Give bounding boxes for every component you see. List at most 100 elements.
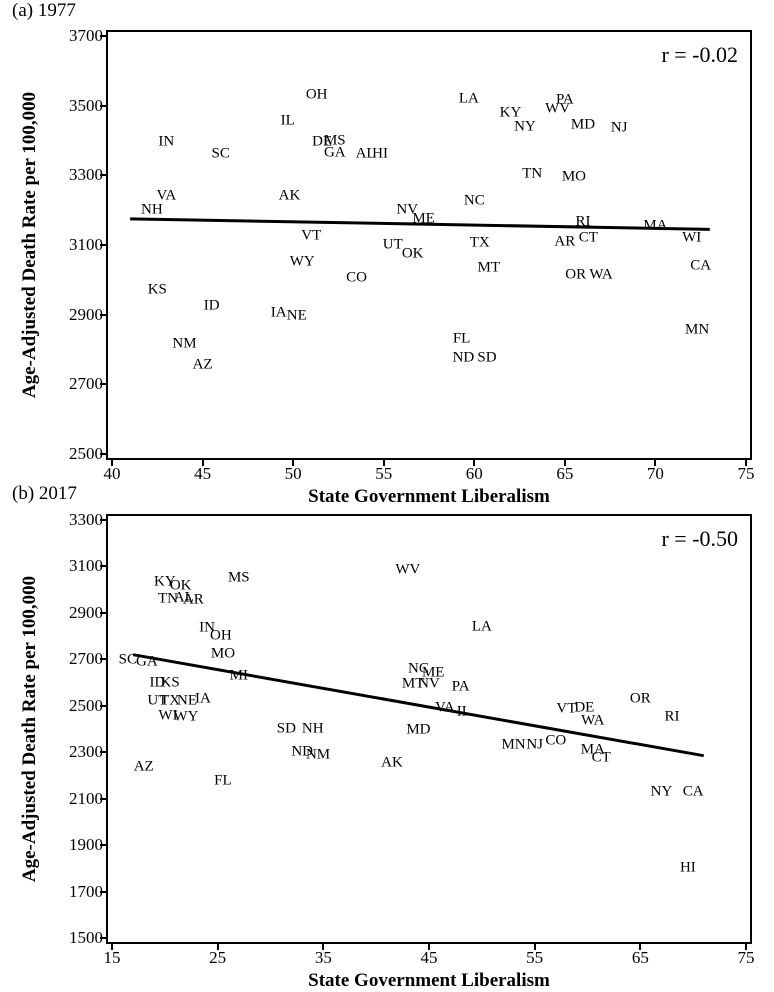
state-label-nv: NV <box>418 675 440 692</box>
state-label-ms: MS <box>228 570 250 587</box>
y-tick-label: 3700 <box>48 26 103 46</box>
x-tick-label: 45 <box>409 948 449 968</box>
y-tick-mark <box>100 314 108 316</box>
state-label-wa: WA <box>589 266 612 283</box>
state-label-wy: WY <box>290 254 315 271</box>
state-label-ak: AK <box>279 188 301 205</box>
state-label-nj: NJ <box>611 120 628 137</box>
x-tick-label: 65 <box>620 948 660 968</box>
state-label-pa: PA <box>556 92 574 109</box>
state-label-tn: TN <box>522 165 542 182</box>
state-label-az: AZ <box>193 357 213 374</box>
state-label-wa: WA <box>581 712 604 729</box>
chart-2017: Age-Adjusted Death Rate per 100,000 Stat… <box>106 514 752 944</box>
state-label-la: LA <box>472 618 492 635</box>
state-label-oh: OH <box>210 628 232 645</box>
y-tick-label: 1900 <box>48 835 103 855</box>
state-label-mo: MO <box>211 645 235 662</box>
x-tick-mark <box>473 458 475 466</box>
state-label-mn: MN <box>501 737 525 754</box>
state-label-hi: HI <box>372 146 388 163</box>
y-tick-mark <box>100 383 108 385</box>
state-label-mt: MT <box>478 259 501 276</box>
x-tick-mark <box>202 458 204 466</box>
state-label-ar: AR <box>183 592 204 609</box>
state-label-nc: NC <box>464 193 485 210</box>
chart-b-plot-area: SCGAAZKYOKTNALARIDKSUTTXNEIAWIWYINOHMOMS… <box>112 520 746 938</box>
state-label-sc: SC <box>119 652 137 669</box>
panel-b-title: (b) 2017 <box>12 483 77 505</box>
trend-line-1977 <box>112 36 746 454</box>
state-label-va: VA <box>156 188 176 205</box>
state-label-ak: AK <box>381 754 403 771</box>
x-tick-label: 15 <box>92 948 132 968</box>
chart-b-x-axis-label: State Government Liberalism <box>308 970 550 992</box>
x-tick-label: 35 <box>303 948 343 968</box>
x-tick-mark <box>639 942 641 950</box>
state-label-co: CO <box>346 270 367 287</box>
x-tick-label: 50 <box>273 464 313 484</box>
x-tick-mark <box>292 458 294 466</box>
x-tick-label: 55 <box>364 464 404 484</box>
y-tick-label: 2700 <box>48 374 103 394</box>
x-tick-label: 25 <box>198 948 238 968</box>
state-label-tx: TX <box>470 235 490 252</box>
state-label-mn: MN <box>685 322 709 339</box>
y-tick-mark <box>100 105 108 107</box>
state-label-sc: SC <box>211 146 229 163</box>
y-tick-mark <box>100 519 108 521</box>
state-label-vt: VT <box>301 228 321 245</box>
y-tick-mark <box>100 612 108 614</box>
state-label-ia: IA <box>271 304 287 321</box>
state-label-or: OR <box>630 690 651 707</box>
state-label-ma: MA <box>643 217 667 234</box>
y-tick-label: 2500 <box>48 444 103 464</box>
x-tick-label: 55 <box>515 948 555 968</box>
x-tick-mark <box>534 942 536 950</box>
y-tick-mark <box>100 891 108 893</box>
state-label-az: AZ <box>134 759 154 776</box>
x-tick-label: 70 <box>635 464 675 484</box>
y-tick-label: 1700 <box>48 882 103 902</box>
state-label-la: LA <box>459 90 479 107</box>
y-tick-mark <box>100 658 108 660</box>
state-label-ri: RI <box>665 709 680 726</box>
state-label-md: MD <box>571 116 595 133</box>
state-label-mo: MO <box>562 169 586 186</box>
state-label-ct: CT <box>579 230 598 247</box>
chart-1977: Age-Adjusted Death Rate per 100,000 Stat… <box>106 30 752 460</box>
y-tick-label: 3500 <box>48 96 103 116</box>
y-tick-mark <box>100 35 108 37</box>
state-label-il: IL <box>457 703 471 720</box>
x-tick-mark <box>111 458 113 466</box>
state-label-ks: KS <box>148 282 167 299</box>
state-label-il: IL <box>281 113 295 130</box>
figure-container: { "colors":{"fg":"#000000","bg":"#ffffff… <box>0 0 774 984</box>
state-label-ok: OK <box>402 245 424 262</box>
y-tick-mark <box>100 565 108 567</box>
state-label-wy: WY <box>173 709 198 726</box>
state-label-fl: FL <box>453 331 471 348</box>
state-label-or: OR <box>565 266 586 283</box>
state-label-ri: RI <box>575 214 590 231</box>
state-label-pa: PA <box>452 679 470 696</box>
state-label-sd: SD <box>277 721 296 738</box>
y-tick-label: 2100 <box>48 789 103 809</box>
x-tick-label: 40 <box>92 464 132 484</box>
state-label-ar: AR <box>554 233 575 250</box>
y-tick-mark <box>100 453 108 455</box>
y-tick-label: 3100 <box>48 556 103 576</box>
chart-a-plot-area: NHVAINKSNMAZIDSCIANEAKILWYVTOHDEMSGACOAL… <box>112 36 746 454</box>
y-tick-label: 1500 <box>48 928 103 948</box>
state-label-me: ME <box>412 210 435 227</box>
x-tick-label: 60 <box>454 464 494 484</box>
state-label-nm: NM <box>172 336 196 353</box>
state-label-ny: NY <box>651 783 673 800</box>
y-tick-mark <box>100 937 108 939</box>
y-tick-mark <box>100 844 108 846</box>
x-tick-mark <box>217 942 219 950</box>
y-tick-mark <box>100 244 108 246</box>
state-label-oh: OH <box>306 87 328 104</box>
chart-a-y-axis-label: Age-Adjusted Death Rate per 100,000 <box>19 92 41 398</box>
x-tick-mark <box>383 458 385 466</box>
